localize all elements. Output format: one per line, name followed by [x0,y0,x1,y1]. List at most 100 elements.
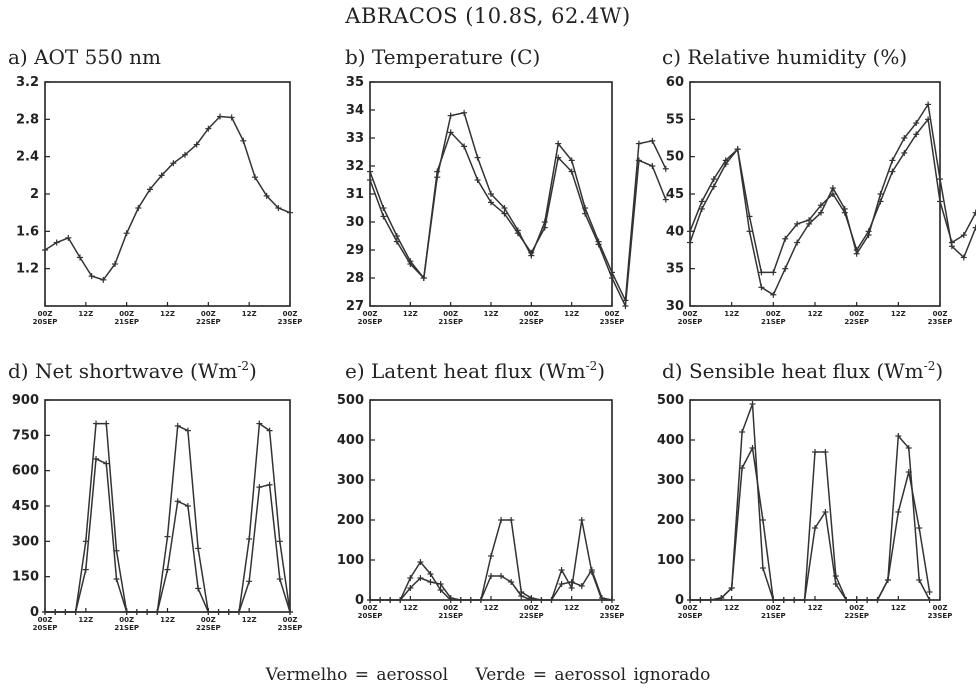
humidity-data-point [889,157,896,164]
temperature-data-point [568,168,575,175]
temperature-panel: b) Temperature (C) 27 28 29 30 31 32 33 34 35 00Z 2… [345,45,669,326]
latent_heat-xtick-label: 12Z [484,604,499,612]
temperature-data-point [649,137,656,144]
latent_heat-data-point [437,587,444,593]
humidity-data-point [829,185,836,192]
temperature-data-point [635,157,642,164]
latent_heat-data-point [367,597,373,603]
sensible_heat-xtick-label: 00Z 22SEP [844,604,869,620]
sensible_heat-data-point [759,565,766,571]
latent_heat-data-point [498,573,505,579]
latent_heat-ytick-label: 100 [337,553,364,568]
legend-note: Vermelho = aerossol Verde = aerossol ign… [0,665,976,685]
aot-data-point [123,230,130,237]
latent_heat-data-point [588,567,595,573]
net_shortwave-xtick-label: 00Z 23SEP [278,616,303,632]
temperature-ytick-label: 28 [346,271,364,286]
sensible_heat-data-point [864,597,871,603]
temperature-xtick-label: 12Z [484,310,499,318]
temperature-xtick-label: 00Z 20SEP [358,310,383,326]
net_shortwave-data-point [144,609,151,615]
temperature-data-point [367,177,373,183]
latent_heat-data-point [417,559,424,565]
sensible_heat-data-point [822,509,829,515]
net_shortwave-data-point [205,609,212,615]
humidity-data-point [770,291,777,298]
humidity-ytick-label: 45 [666,187,684,202]
humidity-xtick-label: 12Z [891,310,906,318]
latent_heat-ytick-label: 500 [337,393,364,408]
temperature-data-point [434,168,441,175]
net_shortwave-data-point [174,498,181,505]
humidity-data-point [734,146,741,153]
humidity-series-2 [687,116,976,276]
humidity-ytick-label: 50 [666,150,684,165]
sensible_heat-data-point [687,597,693,603]
humidity-data-point [960,254,967,261]
net_shortwave-ytick-label: 300 [12,534,39,549]
net_shortwave-series-2 [42,455,293,615]
net_shortwave-ytick-label: 450 [12,499,39,514]
sensible_heat-ytick-label: 200 [657,513,684,528]
humidity-data-point [948,239,955,246]
latent_heat-data-point [568,585,575,591]
temperature-data-point [501,210,508,217]
net_shortwave-plot-frame [44,399,291,613]
latent_heat-data-point [578,517,585,523]
legend-aerosol: Vermelho = aerossol [265,665,449,685]
temperature-data-point [568,157,575,164]
aot-xtick-label: 00Z 20SEP [33,310,58,326]
aot-data-point [100,276,107,283]
aot-data-point [275,205,282,211]
humidity-data-point [829,191,836,197]
aot-data-point [252,174,258,181]
latent_heat-data-point [437,581,444,587]
aot-ytick-label: 2.8 [16,112,39,127]
net_shortwave-data-point [266,427,273,434]
net_shortwave-data-point [133,609,140,615]
humidity-data-point [770,269,777,276]
latent_heat-data-point [598,595,605,601]
humidity-ytick-label: 35 [666,262,684,277]
sensible_heat-plot-frame [689,399,941,601]
aot-xtick-label: 00Z 21SEP [114,310,139,326]
humidity-panel: c) Relative humidity (%) 30 35 40 45 50 55 60 00… [662,45,976,326]
aot-data-point [88,273,95,280]
humidity-data-point [913,131,920,138]
net_shortwave-data-point [184,427,191,434]
sensible_heat-panel: d) Sensible heat flux (Wm-2) 0 100 200 300 40… [657,359,952,620]
temperature-xtick-label: 00Z 21SEP [438,310,463,326]
net_shortwave-data-point [42,609,48,615]
temperature-series-2 [367,129,669,309]
net_shortwave-data-point [246,535,253,542]
temperature-ytick-label: 34 [346,103,364,118]
net_shortwave-panel: d) Net shortwave (Wm-2) 0 150 300 450 600 750 9… [8,359,302,632]
latent_heat-data-point [568,579,575,585]
aot-title: a) AOT 550 nm [8,45,161,69]
aot-data-point [53,239,60,246]
humidity-data-point [877,198,884,205]
aot-data-point [65,234,72,241]
sensible_heat-series-1-line [690,403,931,601]
latent_heat-plot-frame [369,399,613,601]
net_shortwave-xtick-label: 12Z [160,616,175,624]
latent_heat-data-point [477,597,484,603]
temperature-ytick-label: 35 [346,75,364,90]
net_shortwave-xtick-label: 12Z [78,616,93,624]
humidity-data-point [710,176,717,183]
sensible_heat-series-2 [687,445,933,603]
sensible_heat-data-point [843,597,850,603]
net_shortwave-data-point [225,609,232,615]
aot-series-1 [42,113,293,283]
latent_heat-data-point [558,581,565,587]
temperature-data-point [514,230,521,237]
humidity-data-point [901,149,908,156]
temperature-data-point [649,163,656,169]
sensible_heat-ytick-label: 0 [675,593,684,608]
net_shortwave-data-point [154,609,161,615]
aot-data-point [147,186,153,193]
temperature-data-point [555,154,562,161]
temperature-data-point [407,261,414,267]
net_shortwave-data-point [184,503,191,509]
sensible_heat-data-point [926,597,933,603]
